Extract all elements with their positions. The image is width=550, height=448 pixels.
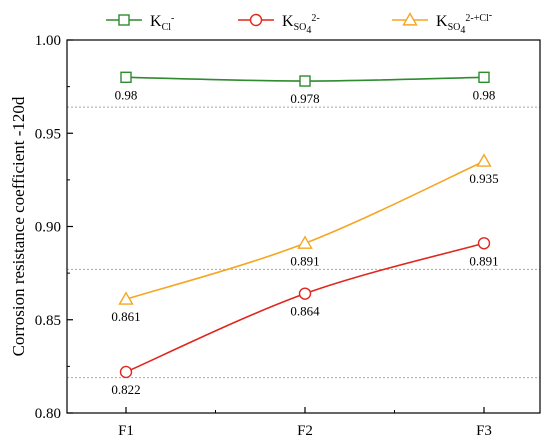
legend-marker-triangle [402,12,418,26]
data-label: 0.978 [290,91,319,106]
data-point-square [299,75,311,87]
data-point-triangle [476,153,492,167]
legend-label: KSO42-+Cl- [436,10,492,36]
series-line-triangle [125,160,485,300]
x-tick-label: F1 [118,423,134,439]
data-label: 0.98 [473,87,496,102]
data-label: 0.861 [111,309,140,324]
chart-series [118,71,492,379]
chart-legend: KCl- KSO42- KSO42-+Cl- [106,10,492,36]
data-point-square [120,71,132,84]
legend-label: KSO42- [282,13,320,36]
legend-marker-square [118,14,130,26]
data-point-triangle [118,291,134,305]
legend-marker-circle [249,13,263,27]
data-point-triangle [297,235,313,249]
data-point-circle [298,287,312,300]
x-tick-label: F3 [476,423,492,439]
y-tick-label: 0.85 [35,313,61,329]
data-label: 0.822 [111,382,140,397]
data-point-square [478,71,490,84]
data-point-circle [477,237,491,250]
data-label: 0.935 [469,171,498,186]
reference-lines [67,106,540,379]
x-tick-label: F2 [297,423,313,439]
chart-axes: 0.80 0.85 0.90 0.95 1.00 F1 F2 F3 [35,33,541,439]
y-tick-label: 1.00 [35,33,61,49]
data-label: 0.891 [290,253,319,268]
data-label: 0.891 [469,253,498,268]
data-label: 0.864 [290,304,320,319]
legend-label: KCl- [150,13,174,33]
data-label: 0.98 [115,87,138,102]
chart-data-labels: 0.98 0.978 0.98 0.822 0.864 0.891 0.861 0.891 0.… [111,87,498,397]
y-tick-label: 0.90 [35,220,61,236]
data-point-circle [119,365,133,379]
y-axis-title: Corrosion resistance coefficient -120d [9,96,28,356]
y-tick-label: 0.95 [35,126,61,142]
y-tick-label: 0.80 [35,406,61,422]
